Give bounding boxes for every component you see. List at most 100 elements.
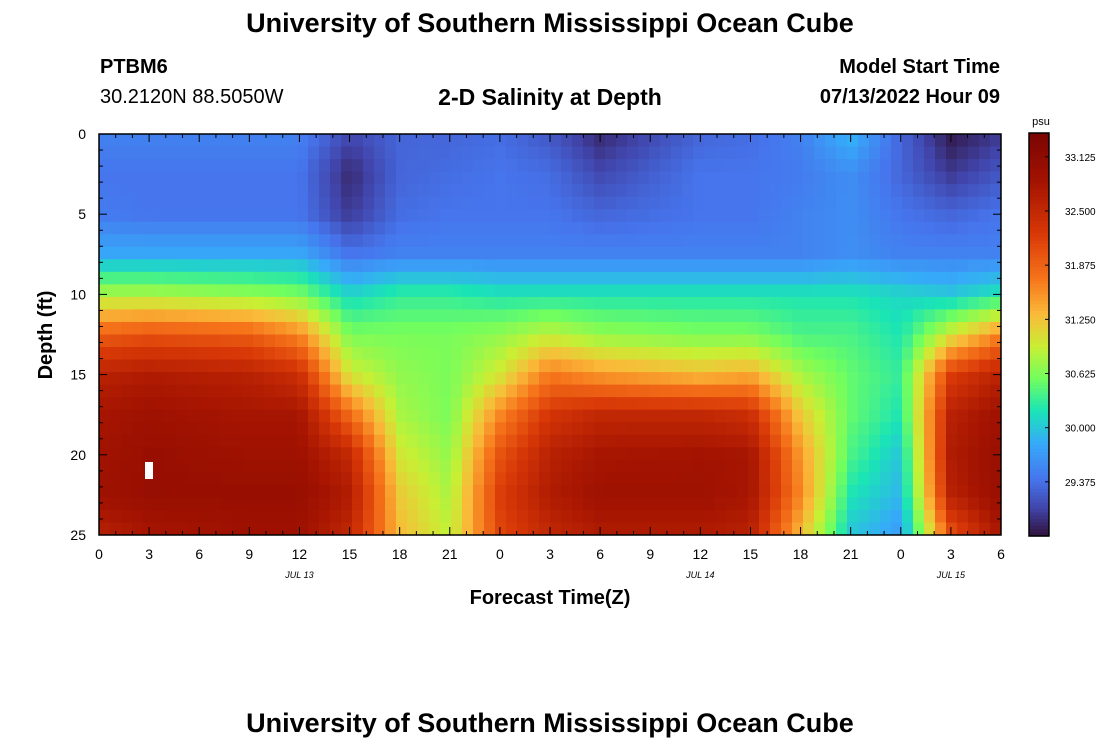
heatmap-cell (649, 334, 661, 348)
heatmap-cell (748, 296, 760, 311)
heatmap-cell (671, 234, 683, 248)
heatmap-cell (198, 397, 210, 411)
heatmap-cell (440, 397, 452, 411)
heatmap-cell (517, 472, 529, 486)
heatmap-cell (748, 271, 760, 285)
heatmap-cell (99, 459, 111, 473)
heatmap-cell (418, 509, 430, 524)
heatmap-cell (198, 497, 210, 511)
heatmap-cell (990, 196, 1001, 210)
heatmap-cell (121, 159, 133, 173)
heatmap-cell (308, 434, 320, 448)
heatmap-cell (495, 196, 507, 210)
heatmap-cell (396, 321, 408, 336)
heatmap-cell (616, 522, 628, 535)
heatmap-cell (330, 246, 342, 260)
heatmap-cell (165, 434, 177, 448)
heatmap-cell (242, 434, 254, 448)
heatmap-cell (99, 347, 111, 361)
heatmap-cell (286, 284, 298, 298)
heatmap-cell (902, 497, 914, 511)
heatmap-cell (748, 384, 760, 398)
heatmap-cell (781, 159, 793, 173)
heatmap-cell (286, 296, 298, 311)
heatmap-cell (715, 522, 727, 535)
heatmap-cell (385, 296, 397, 311)
heatmap-cell (627, 359, 639, 373)
heatmap-cell (385, 359, 397, 373)
heatmap-cell (231, 409, 243, 423)
heatmap-cell (440, 484, 452, 499)
heatmap-cell (121, 472, 133, 486)
heatmap-cell (671, 384, 683, 398)
heatmap-cell (154, 196, 166, 210)
heatmap-cell (803, 497, 815, 511)
heatmap-cell (275, 459, 287, 473)
heatmap-cell (913, 334, 925, 348)
heatmap-cell (176, 384, 188, 398)
heatmap-cell (770, 422, 782, 436)
heatmap-cell (407, 409, 419, 423)
heatmap-cell (517, 234, 529, 248)
heatmap-cell (759, 359, 771, 373)
heatmap-cell (528, 209, 540, 223)
heatmap-cell (693, 234, 705, 248)
heatmap-cell (561, 372, 573, 386)
heatmap-cell (264, 409, 276, 423)
heatmap-cell (99, 159, 111, 173)
heatmap-cell (561, 347, 573, 361)
heatmap-cell (880, 259, 892, 273)
heatmap-cell (935, 359, 947, 373)
heatmap-cell (704, 334, 716, 348)
heatmap-cell (429, 184, 441, 198)
heatmap-cell (429, 146, 441, 160)
heatmap-cell (781, 134, 793, 148)
heatmap-cell (165, 422, 177, 436)
heatmap-cell (132, 459, 144, 473)
heatmap-cell (462, 359, 474, 373)
heatmap-cell (583, 184, 595, 198)
heatmap-cell (308, 334, 320, 348)
heatmap-cell (869, 171, 881, 185)
heatmap-cell (352, 146, 364, 160)
heatmap-cell (990, 271, 1001, 285)
heatmap-cell (132, 397, 144, 411)
heatmap-cell (209, 347, 221, 361)
heatmap-cell (242, 296, 254, 311)
heatmap-cell (165, 221, 177, 235)
heatmap-cell (341, 497, 353, 511)
heatmap-cell (308, 397, 320, 411)
heatmap-cell (253, 447, 265, 461)
heatmap-cell (693, 422, 705, 436)
heatmap-cell (286, 159, 298, 173)
heatmap-cell (154, 296, 166, 311)
heatmap-cell (495, 171, 507, 185)
heatmap-cell (869, 497, 881, 511)
heatmap-cell (704, 397, 716, 411)
heatmap-cell (759, 171, 771, 185)
heatmap-cell (396, 472, 408, 486)
heatmap-cell (858, 159, 870, 173)
heatmap-cell (374, 284, 386, 298)
heatmap-cell (440, 372, 452, 386)
heatmap-cell (737, 497, 749, 511)
heatmap-cell (110, 259, 122, 273)
heatmap-cell (836, 321, 848, 336)
heatmap-cell (572, 522, 584, 535)
heatmap-cell (330, 434, 342, 448)
heatmap-cell (143, 334, 155, 348)
heatmap-cell (121, 271, 133, 285)
heatmap-cell (880, 497, 892, 511)
heatmap-cell (528, 384, 540, 398)
heatmap-cell (627, 171, 639, 185)
heatmap-cell (407, 372, 419, 386)
heatmap-cell (253, 397, 265, 411)
heatmap-cell (253, 134, 265, 148)
heatmap-cell (495, 372, 507, 386)
heatmap-cell (847, 509, 859, 524)
heatmap-cell (858, 397, 870, 411)
heatmap-cell (341, 234, 353, 248)
heatmap-cell (209, 234, 221, 248)
heatmap-cell (462, 271, 474, 285)
heatmap-cell (660, 221, 672, 235)
